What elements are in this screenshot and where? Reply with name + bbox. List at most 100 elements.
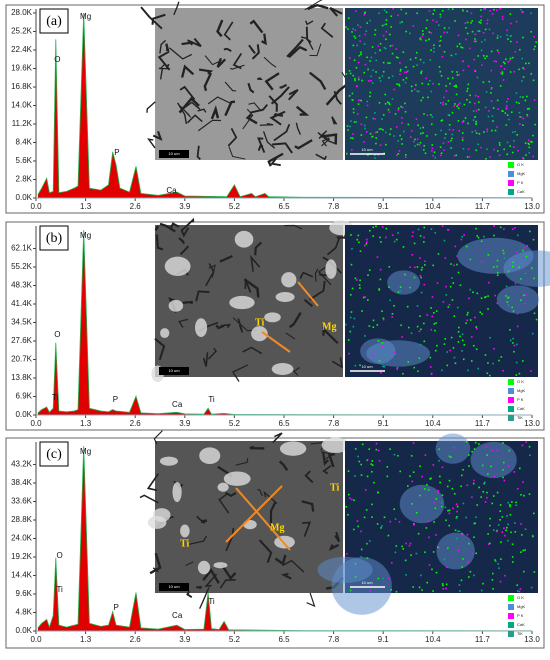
x-tick-label: 5.2	[229, 419, 241, 428]
map-dot	[521, 80, 523, 82]
map-dot	[520, 278, 522, 280]
sem-crack	[331, 357, 344, 369]
map-dot	[509, 71, 512, 73]
sem-crack	[272, 432, 283, 444]
map-dot	[374, 131, 377, 134]
map-dot	[434, 329, 436, 332]
map-dot	[522, 96, 524, 98]
map-dot	[386, 466, 389, 468]
map-dot	[477, 95, 479, 98]
map-dot	[447, 306, 450, 308]
map-dot	[386, 360, 389, 363]
map-dot	[433, 47, 435, 50]
sem-crack	[269, 501, 277, 526]
map-dot	[486, 372, 489, 375]
legend-swatch	[508, 631, 514, 637]
map-dot	[511, 556, 514, 558]
peak-label: Ti	[52, 393, 59, 402]
map-dot	[423, 488, 426, 490]
sem-crack	[300, 36, 314, 50]
map-dot	[477, 55, 480, 57]
map-dot	[473, 58, 476, 61]
map-dot	[523, 494, 525, 497]
map-dot	[367, 299, 369, 301]
map-dot	[393, 351, 396, 354]
map-dot	[494, 129, 497, 132]
map-dot	[385, 38, 387, 41]
map-dot	[381, 226, 384, 228]
spectrum-area	[37, 230, 533, 415]
sem-crack	[257, 137, 266, 153]
map-dot	[399, 289, 402, 292]
sem-crack	[207, 347, 217, 360]
map-dot	[350, 137, 352, 139]
map-dot	[516, 590, 519, 592]
map-dot	[499, 8, 502, 10]
map-dot	[435, 322, 437, 324]
map-dot	[431, 144, 434, 146]
map-dot	[357, 61, 360, 64]
map-dot	[492, 107, 495, 109]
map-dot	[437, 490, 440, 492]
map-dot	[369, 590, 371, 592]
map-dot	[402, 246, 405, 248]
sem-crack	[279, 83, 288, 89]
map-dot	[472, 291, 474, 294]
map-dot	[366, 56, 368, 59]
map-dot	[482, 582, 484, 585]
map-dot	[511, 56, 514, 59]
map-dot	[388, 76, 390, 79]
map-dot	[393, 135, 395, 137]
map-dot	[378, 459, 381, 462]
map-dot	[523, 246, 526, 249]
sem-crack	[158, 67, 164, 80]
map-dot	[451, 487, 454, 490]
map-dot	[485, 157, 487, 160]
sem-crack	[180, 64, 195, 78]
sem-crack	[257, 77, 263, 81]
map-dot	[445, 90, 448, 92]
map-dot	[395, 126, 398, 128]
map-dot	[378, 101, 381, 104]
map-dot	[399, 470, 402, 473]
map-dot	[520, 299, 522, 302]
map-dot	[466, 10, 468, 13]
map-dot	[363, 516, 366, 519]
map-dot	[491, 572, 494, 575]
map-dot	[415, 552, 418, 555]
sem-crack	[280, 572, 292, 580]
sem-crack	[218, 493, 230, 514]
x-tick-label: 3.9	[179, 635, 191, 644]
map-dot	[524, 528, 527, 531]
map-dot	[402, 372, 404, 375]
map-dot	[453, 154, 456, 157]
map-dot	[388, 265, 391, 268]
map-dot	[520, 8, 522, 11]
map-dot	[478, 101, 480, 103]
map-dot	[414, 145, 416, 147]
arrow	[297, 281, 319, 307]
map-dot	[445, 587, 447, 590]
map-dot	[444, 337, 447, 340]
map-dot	[474, 38, 476, 40]
map-dot	[497, 150, 499, 152]
map-dot	[455, 53, 457, 55]
sem-crack	[261, 33, 267, 46]
map-dot	[465, 27, 467, 29]
map-dot	[507, 501, 509, 504]
map-dot	[522, 481, 524, 483]
map-dot	[517, 487, 519, 490]
map-dot	[381, 525, 383, 527]
map-dot	[521, 444, 524, 447]
map-dot	[441, 494, 444, 497]
sem-crack	[198, 68, 214, 75]
x-tick-label: 7.8	[328, 202, 340, 211]
map-dot	[438, 66, 441, 68]
map-dot	[390, 588, 392, 591]
map-dot	[388, 102, 390, 104]
sem-crack	[285, 332, 296, 340]
sem-crack	[293, 367, 300, 376]
sem-crack	[197, 119, 222, 132]
map-dot	[360, 123, 363, 126]
map-dot	[364, 335, 366, 337]
